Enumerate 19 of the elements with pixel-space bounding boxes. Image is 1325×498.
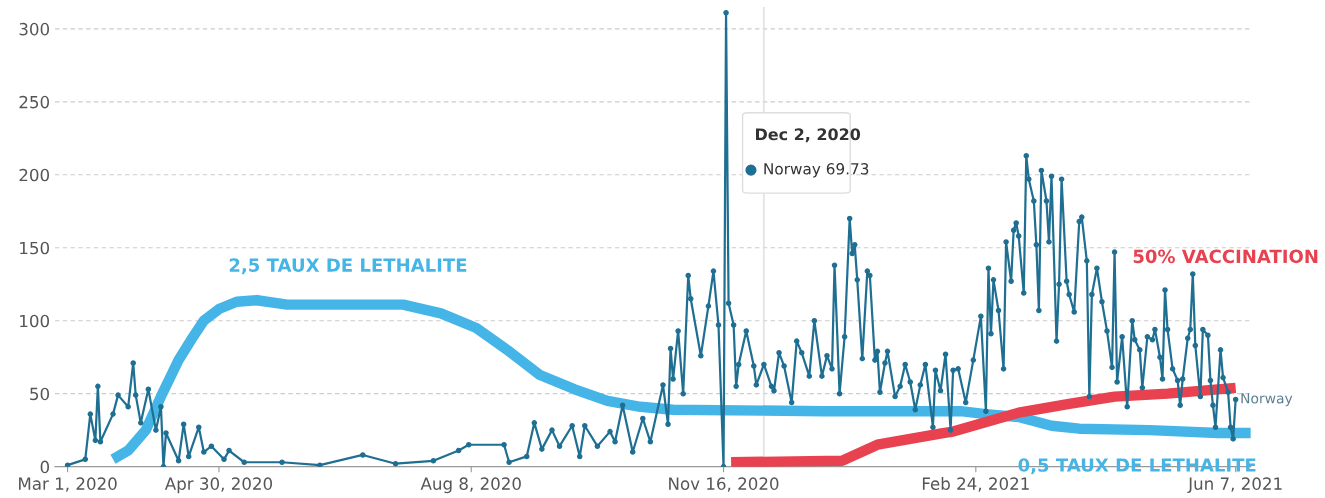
series-label: 2,5 TAUX DE LETHALITE <box>229 258 467 275</box>
x-tick-label: Feb 24, 2021 <box>922 477 1029 492</box>
series-label: Norway <box>1241 393 1293 407</box>
x-tick-label: Apr 30, 2020 <box>164 477 273 494</box>
y-tick-label: 50 <box>30 387 50 401</box>
x-tick-label: Aug 8, 2020 <box>420 477 521 494</box>
x-tick-label: Mar 1, 2020 <box>19 477 117 492</box>
y-tick-label: 300 <box>19 22 50 36</box>
y-tick-label: 0 <box>40 460 50 474</box>
text: 50% VACCINATION <box>1133 249 1318 264</box>
y-tick-label: 200 <box>19 168 50 182</box>
x-tick-label: Nov 16, 2020 <box>669 477 779 492</box>
x-tick-label: Jun 7, 2021 <box>1187 477 1282 494</box>
y-tick-label: 150 <box>20 241 50 255</box>
annotation: Dec 2, 2020 <box>756 128 861 143</box>
annotation: 0,5 TAUX DE LETHALITE <box>1018 458 1256 475</box>
y-tick-label: 250 <box>19 95 50 109</box>
annotation: Norway 69.73 <box>764 163 869 178</box>
y-tick-label: 100 <box>20 314 50 328</box>
